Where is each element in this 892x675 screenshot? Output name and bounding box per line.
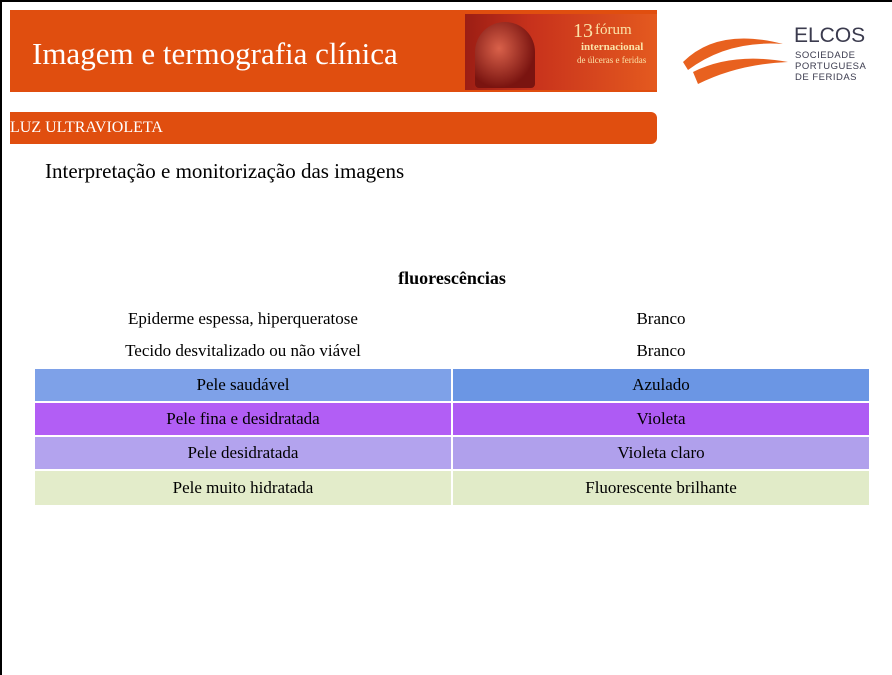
table-cell: Pele muito hidratada (35, 469, 452, 505)
table-cell: Branco (451, 335, 869, 368)
table-row: Pele muito hidratada Fluorescente brilhan… (35, 469, 869, 505)
table-cell: Pele desidratada (35, 435, 452, 470)
table: Epiderme espessa, hiperqueratose Branco Te… (35, 302, 869, 505)
table-cell: Branco (451, 302, 869, 335)
table-cell: Epiderme espessa, hiperqueratose (35, 302, 452, 335)
logo-text: SOCIEDADE (795, 50, 856, 61)
event-banner: 13 fórum internacional de úlceras e feri… (465, 14, 657, 90)
table-cell: Tecido desvitalizado ou não viável (35, 335, 452, 368)
logo-mark (683, 38, 788, 84)
table-row: Pele desidratada Violeta claro (35, 435, 869, 470)
section-bar: LUZ ULTRAVIOLETA (10, 112, 657, 144)
logo-name: ELCOS (794, 24, 866, 47)
banner-text: de úlceras e feridas (577, 55, 647, 65)
banner-text: fórum (595, 22, 632, 38)
slide-title: Imagem e termografia clínica (32, 36, 398, 71)
table-row: Tecido desvitalizado ou não viável Branco (35, 335, 869, 368)
table-cell: Violeta claro (451, 435, 869, 470)
section-title: LUZ ULTRAVIOLETA (10, 119, 163, 136)
logo: ELCOS SOCIEDADE PORTUGUESA DE FERIDAS (678, 22, 878, 92)
table-cell: Pele fina e desidratada (35, 401, 452, 436)
banner-figure (475, 22, 535, 88)
logo-text: DE FERIDAS (795, 72, 858, 83)
banner-number: 13 (573, 20, 593, 42)
table-cell: Pele saudável (35, 367, 452, 402)
table-header: fluorescências (398, 268, 506, 288)
table-row: Pele saudável Azulado (35, 367, 869, 402)
table-row: Pele fina e desidratada Violeta (35, 401, 869, 436)
table-row: Epiderme espessa, hiperqueratose Branco (35, 302, 869, 335)
logo-swoosh (693, 58, 788, 84)
table-cell: Fluorescente brilhante (451, 469, 869, 505)
logo-text: PORTUGUESA (795, 61, 867, 72)
title-bar: Imagem e termografia clínica 13 fórum in… (10, 10, 657, 92)
table-cell: Azulado (451, 367, 869, 402)
subtitle: Interpretação e monitorização das imagen… (45, 159, 405, 183)
banner-text: internacional (581, 41, 644, 53)
logo-swoosh (683, 38, 783, 70)
table-cell: Violeta (451, 401, 869, 436)
